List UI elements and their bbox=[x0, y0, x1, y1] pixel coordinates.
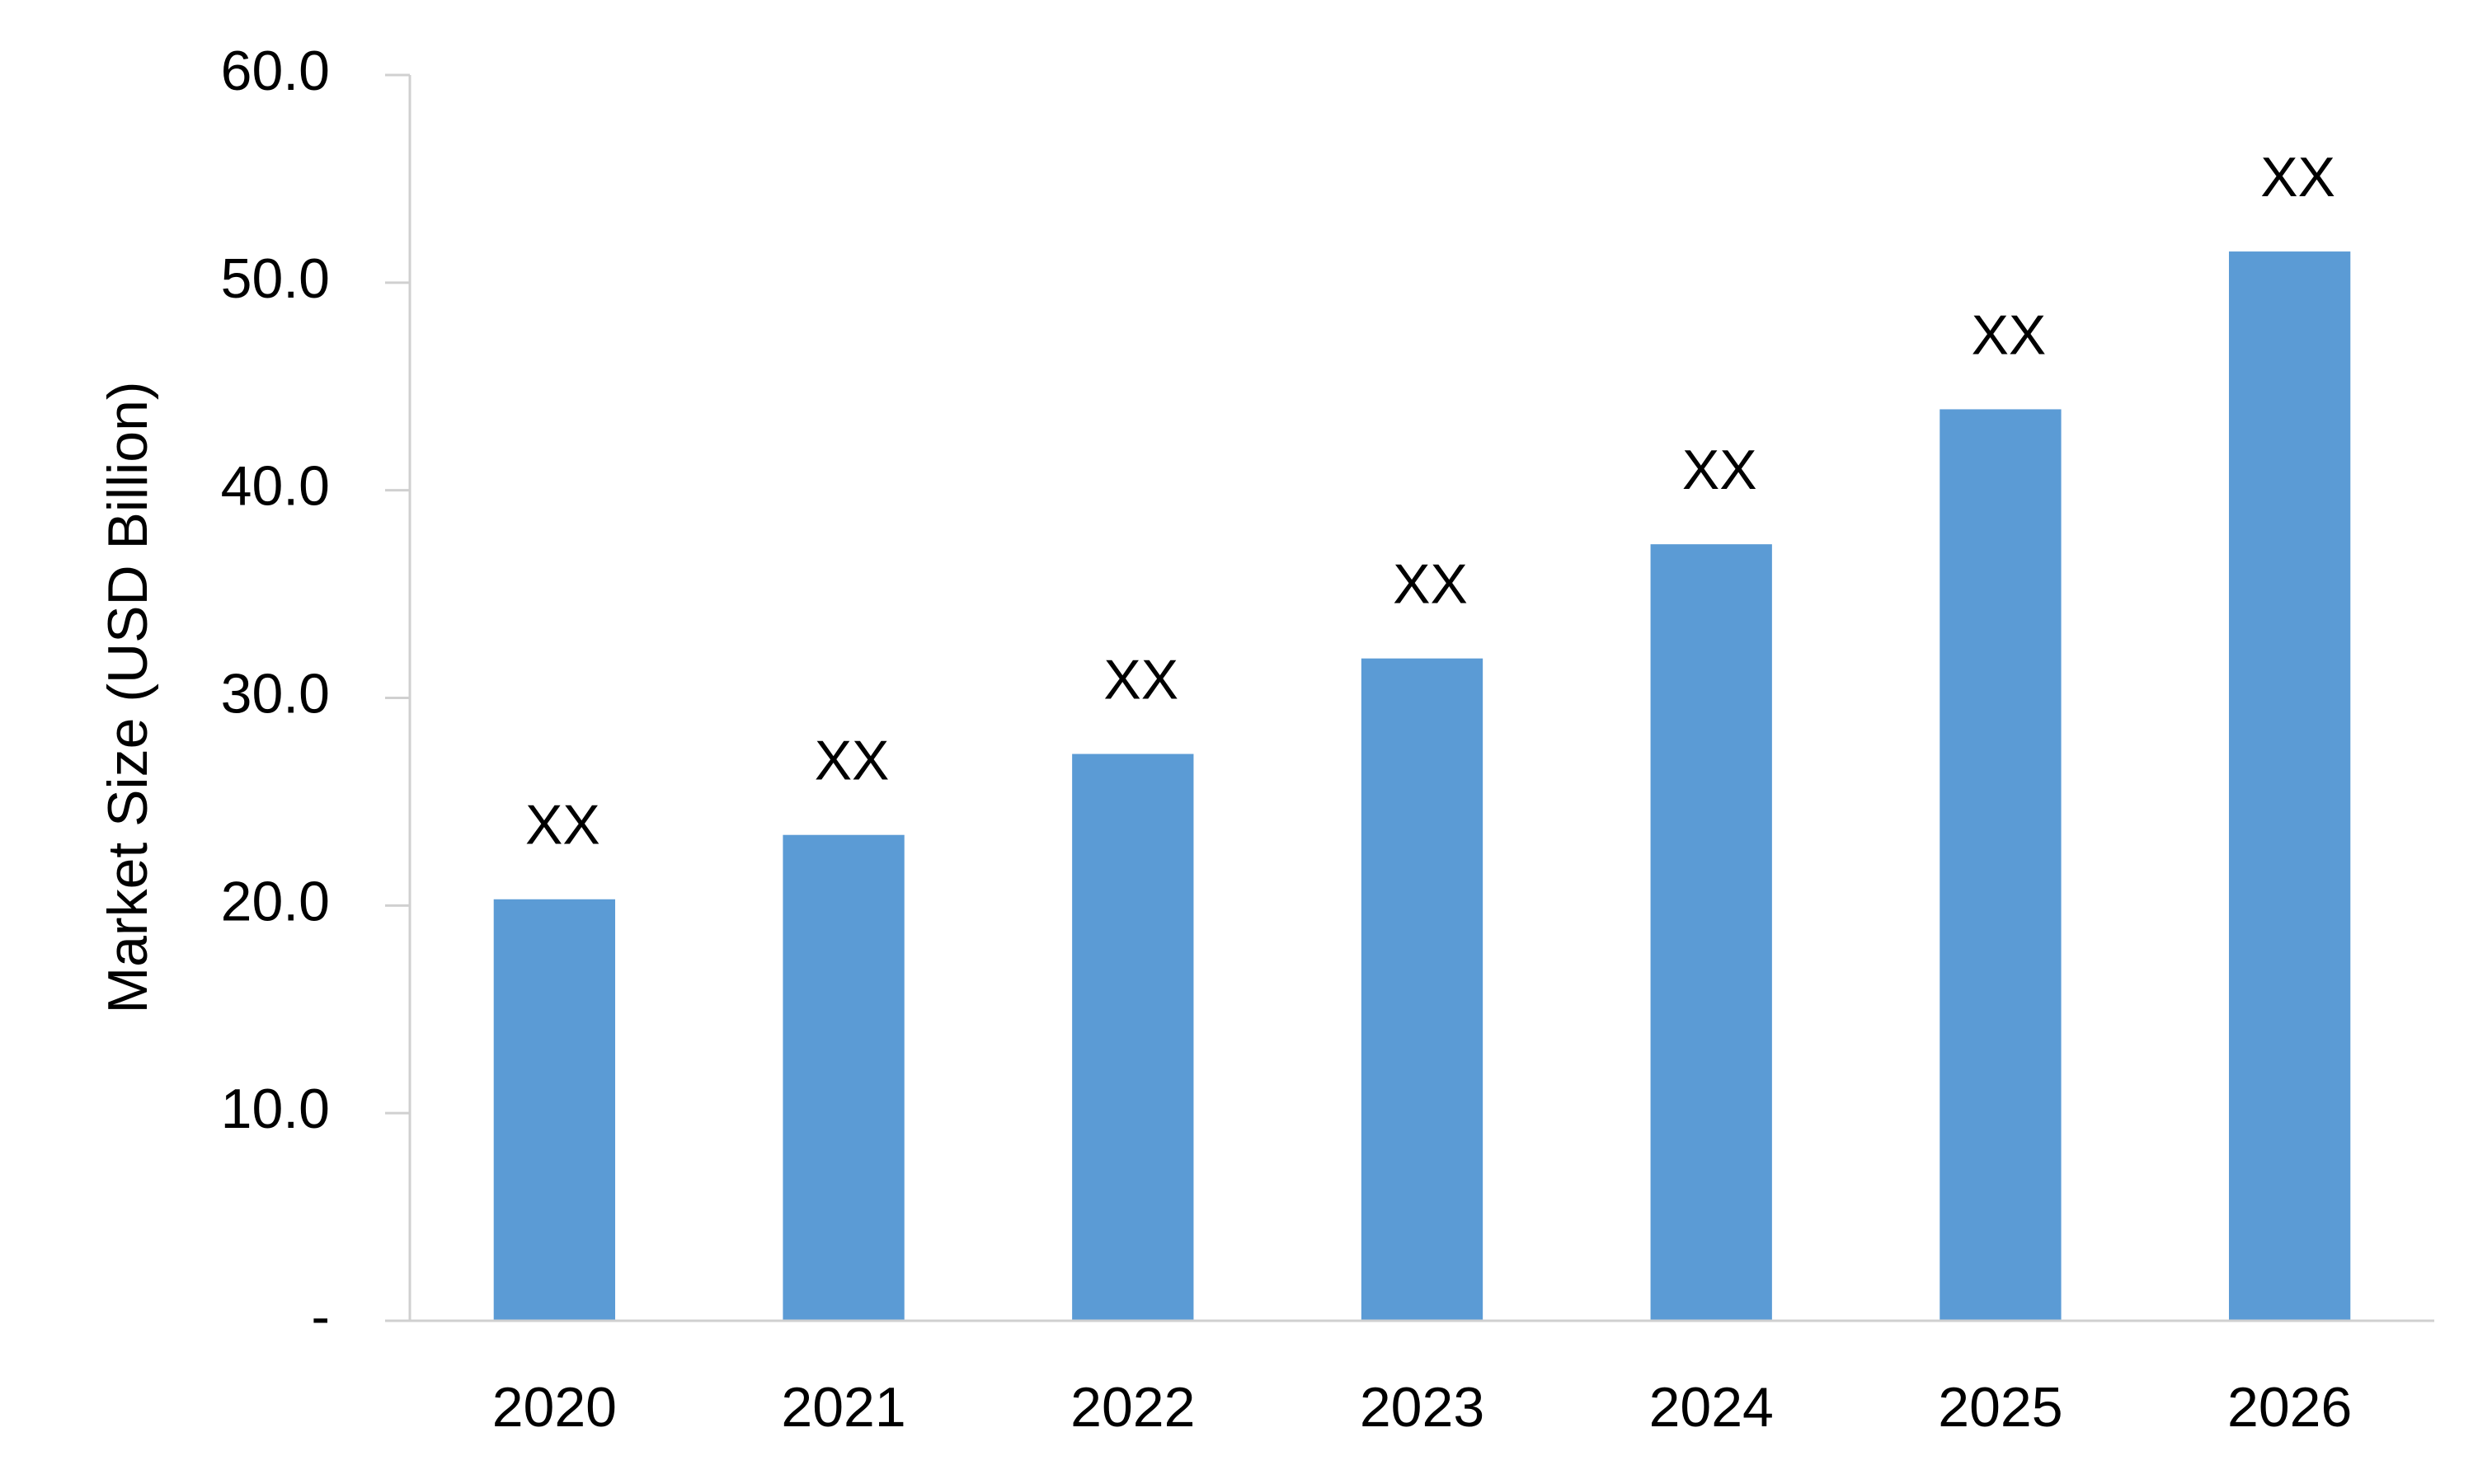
y-tick-label: 30.0 bbox=[221, 662, 330, 725]
bar bbox=[493, 899, 616, 1321]
y-tick-label: 10.0 bbox=[221, 1078, 330, 1140]
x-tick-label: 2022 bbox=[1070, 1376, 1195, 1439]
data-label: XX bbox=[2260, 146, 2335, 209]
x-tick-label: 2024 bbox=[1649, 1376, 1774, 1439]
x-tick-label: 2021 bbox=[781, 1376, 905, 1439]
data-label: XX bbox=[1393, 553, 1468, 616]
y-axis-title: Market Size (USD Billion) bbox=[96, 381, 159, 1013]
bar bbox=[1361, 658, 1483, 1321]
bar bbox=[1072, 754, 1194, 1321]
data-label: XX bbox=[1103, 648, 1178, 711]
bar bbox=[2228, 251, 2351, 1321]
bar bbox=[783, 834, 905, 1321]
x-tick-label: 2025 bbox=[1938, 1376, 2062, 1439]
y-tick-label: 60.0 bbox=[221, 40, 330, 102]
data-label: XX bbox=[815, 730, 890, 792]
bar bbox=[1940, 409, 2062, 1321]
y-tick-label: 40.0 bbox=[221, 455, 330, 518]
data-label: XX bbox=[1682, 439, 1757, 501]
y-tick-label: - bbox=[311, 1285, 330, 1348]
x-tick-label: 2023 bbox=[1360, 1376, 1484, 1439]
bar bbox=[1650, 544, 1772, 1321]
data-label: XX bbox=[525, 794, 600, 857]
x-tick-label: 2020 bbox=[492, 1376, 617, 1439]
data-label: XX bbox=[1972, 303, 2047, 366]
y-tick-label: 50.0 bbox=[221, 247, 330, 310]
x-tick-label: 2026 bbox=[2227, 1376, 2352, 1439]
y-tick-label: 20.0 bbox=[221, 870, 330, 932]
